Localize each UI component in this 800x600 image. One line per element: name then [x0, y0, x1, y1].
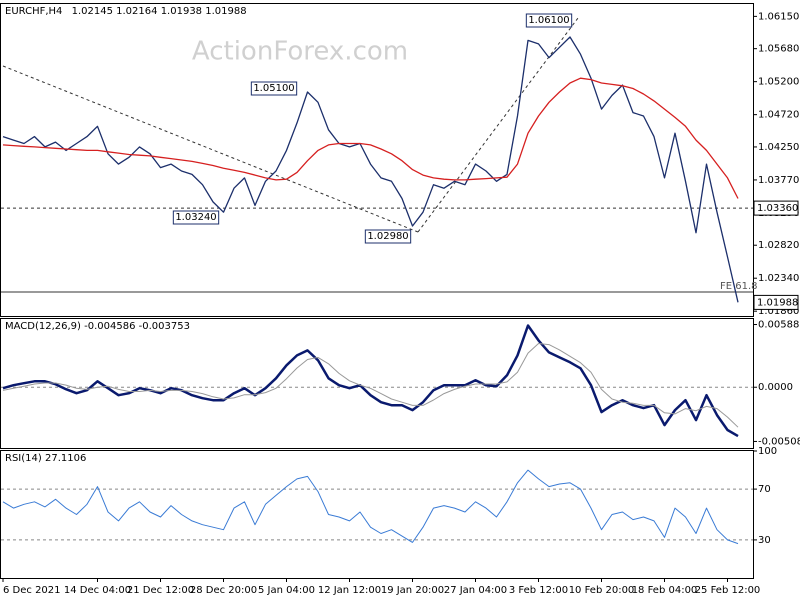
y-tick-label: 1.02820: [758, 240, 799, 251]
symbol: EURCHF,H4: [5, 6, 62, 17]
y-tick-label: 1.04250: [758, 142, 799, 153]
annotation: 1.02980: [367, 231, 408, 242]
annotation-box: [172, 210, 220, 225]
x-tick-label: 3 Feb 12:00: [509, 585, 568, 596]
y-tick-label: 30: [758, 535, 771, 546]
annotation-box: [364, 229, 412, 244]
trendline: [2, 65, 419, 233]
price-label-box: [753, 294, 799, 310]
y-tick-label: 1.04720: [758, 110, 799, 121]
low: 1.01938: [161, 6, 202, 17]
annotation: 1.03240: [175, 212, 216, 223]
trendline: [417, 17, 579, 233]
rsi-value: 27.1106: [45, 453, 86, 464]
y-tick-label: 0.005882: [758, 320, 800, 331]
series-line: [2, 77, 739, 199]
annotation: 1.06100: [528, 15, 569, 26]
y-tick-label: 1.05200: [758, 77, 799, 88]
open: 1.02145: [72, 6, 113, 17]
x-tick-label: 19 Jan 20:00: [381, 585, 444, 596]
y-tick-label: 1.03770: [758, 175, 799, 186]
y-tick-label: 0.0000: [758, 382, 793, 393]
fe-label: FE 61.8: [720, 281, 758, 292]
macd-title: MACD(12,26,9): [5, 321, 81, 332]
x-tick-label: 10 Feb 20:00: [569, 585, 635, 596]
x-tick-label: 14 Dec 04:00: [64, 585, 131, 596]
series-line: [2, 469, 739, 545]
series-line: [2, 343, 739, 428]
price-label-box: [753, 200, 799, 216]
x-tick-label: 12 Jan 12:00: [318, 585, 381, 596]
x-tick-label: 21 Dec 12:00: [127, 585, 194, 596]
annotation-box: [525, 13, 573, 28]
y-tick-label: 1.06150: [758, 11, 799, 22]
x-tick-label: 27 Jan 04:00: [444, 585, 507, 596]
price-label: 1.03360: [757, 203, 798, 214]
y-tick-label: 1.05680: [758, 44, 799, 55]
rsi-pane: [0, 450, 754, 579]
x-tick-label: 5 Jan 04:00: [258, 585, 315, 596]
macd-value: -0.004586: [84, 321, 135, 332]
y-tick-label: -0.005085: [758, 436, 800, 447]
x-tick-label: 18 Feb 04:00: [632, 585, 698, 596]
x-tick-label: 28 Dec 20:00: [190, 585, 257, 596]
y-tick-label: 100: [758, 446, 777, 457]
price-header: EURCHF,H4 1.02145 1.02164 1.01938 1.0198…: [5, 6, 247, 17]
rsi-title: RSI(14): [5, 453, 42, 464]
x-tick-label: 25 Feb 12:00: [695, 585, 761, 596]
annotation-box: [250, 81, 298, 96]
signal-value: -0.003753: [139, 321, 190, 332]
rsi-header: RSI(14) 27.1106: [5, 453, 86, 464]
price-label: 1.01988: [757, 297, 798, 308]
high: 1.02164: [116, 6, 157, 17]
watermark: ActionForex.com: [192, 37, 408, 67]
y-tick-label: 1.02340: [758, 273, 799, 284]
y-tick-label: 70: [758, 484, 771, 495]
y-tick-label: 1.01860: [758, 306, 799, 317]
macd-pane: [0, 318, 754, 449]
macd-header: MACD(12,26,9) -0.004586 -0.003753: [5, 321, 190, 332]
price-pane: [0, 3, 754, 317]
series-line: [2, 36, 739, 303]
x-tick-label: 6 Dec 2021: [3, 585, 61, 596]
annotation: 1.05100: [253, 83, 294, 94]
close: 1.01988: [205, 6, 246, 17]
series-line: [2, 324, 739, 438]
